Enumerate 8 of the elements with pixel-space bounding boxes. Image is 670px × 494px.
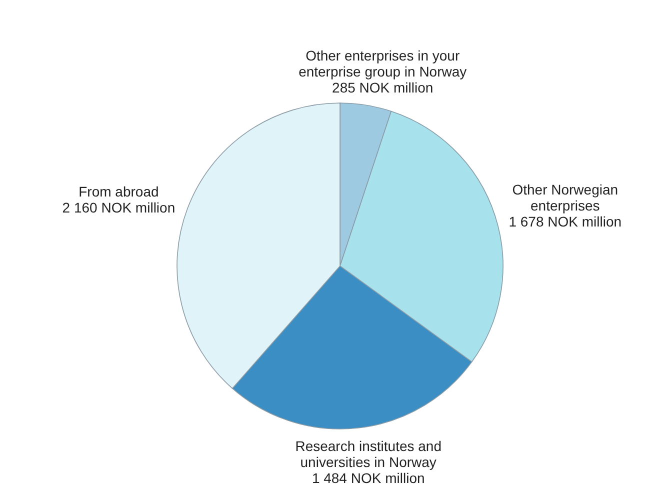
data-label: 1 484 NOK million [312, 470, 425, 486]
slice-label: Research institutes and universities in Norway [295, 438, 442, 470]
data-label: 285 NOK million [332, 80, 434, 96]
slice-label: Other enterprises in your enterprise group in Norway [298, 48, 467, 80]
slice-label: From abroad [78, 183, 159, 200]
data-label: 1 678 NOK million [508, 214, 622, 230]
data-label: 2 160 NOK million [62, 199, 176, 216]
slice-label: Other Norwegian enterprises [512, 182, 618, 214]
